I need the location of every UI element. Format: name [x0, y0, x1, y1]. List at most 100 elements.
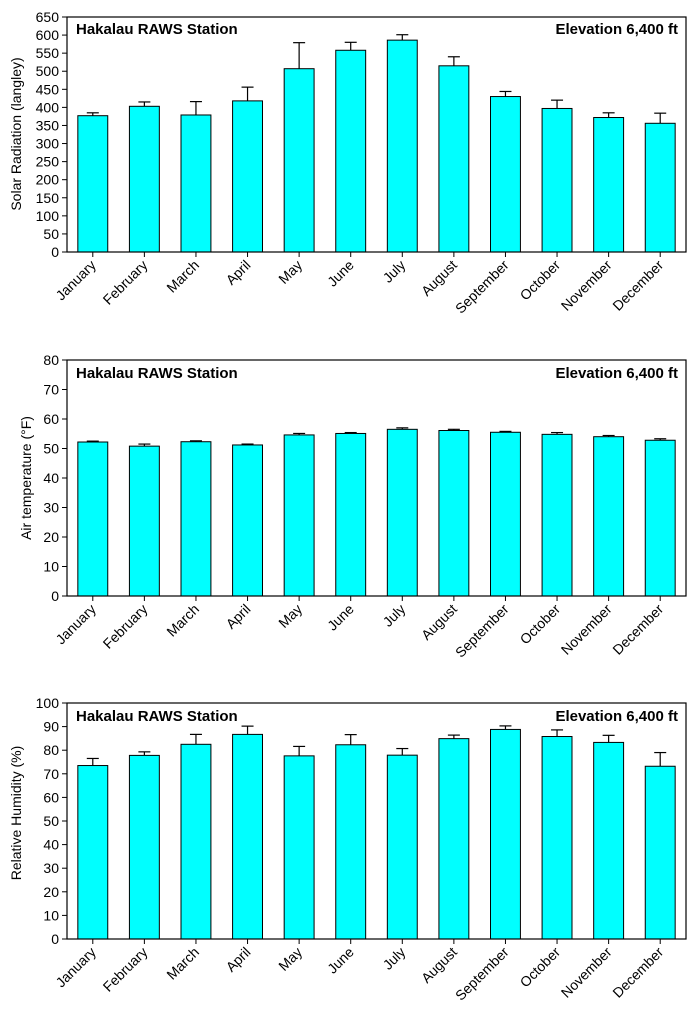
plot-frame — [66, 702, 687, 940]
x-tick-label: July — [379, 257, 408, 286]
x-tick-label: December — [609, 944, 666, 1001]
y-tick-label: 20 — [43, 529, 59, 545]
y-tick-label: 10 — [43, 907, 59, 923]
y-tick-label: 40 — [43, 470, 59, 486]
y-axis-label: Air temperature (°F) — [18, 416, 34, 540]
bar-february — [128, 754, 160, 940]
error-bar-may — [293, 432, 306, 435]
y-tick-label: 40 — [43, 837, 59, 853]
chart-title: Hakalau RAWS Station — [76, 21, 238, 38]
bar-december — [644, 765, 676, 940]
bar-july — [386, 754, 418, 940]
bar-may — [283, 68, 315, 253]
error-bar-july — [396, 747, 409, 756]
x-tick-label: March — [163, 257, 202, 296]
bar-march — [180, 441, 212, 597]
bar-september — [490, 431, 521, 597]
y-tick-label: 400 — [36, 99, 60, 115]
bar-march — [180, 114, 212, 253]
y-tick-label: 20 — [43, 884, 59, 900]
error-bar-january — [86, 757, 99, 766]
x-tick-label: April — [222, 257, 253, 288]
error-bar-december — [654, 112, 667, 124]
error-bar-april — [241, 443, 254, 445]
y-tick-label: 350 — [36, 117, 60, 133]
x-tick-label: October — [517, 601, 564, 648]
error-bar-november — [602, 734, 615, 743]
error-bar-may — [293, 42, 306, 69]
x-tick-label: February — [100, 601, 151, 652]
error-bar-april — [241, 725, 254, 735]
x-tick-label: November — [558, 257, 615, 314]
bar-august — [438, 430, 470, 597]
bar-march — [180, 743, 212, 940]
x-tick-label: July — [379, 601, 408, 630]
bar-august — [438, 65, 470, 253]
x-tick-label: September — [452, 601, 512, 661]
y-axis-label: Relative Humidity (%) — [8, 746, 24, 881]
bar-january — [77, 441, 109, 597]
bar-november — [593, 741, 625, 940]
bar-june — [335, 744, 367, 940]
bar-july — [386, 428, 418, 597]
x-tick-label: February — [100, 944, 151, 995]
error-bar-august — [447, 428, 460, 431]
plot-frame — [66, 16, 687, 253]
x-tick-label: August — [418, 257, 460, 299]
y-tick-label: 50 — [43, 813, 59, 829]
y-tick-label: 60 — [43, 789, 59, 805]
error-bar-june — [344, 431, 357, 434]
bar-september — [490, 96, 521, 253]
y-tick-label: 650 — [36, 9, 60, 25]
x-tick-label: April — [222, 944, 253, 975]
x-tick-label: December — [609, 601, 666, 658]
x-tick-label: December — [609, 257, 666, 314]
y-tick-label: 30 — [43, 500, 59, 516]
error-bar-august — [447, 734, 460, 739]
x-tick-label: January — [52, 944, 99, 991]
y-axis-label: Solar Radiation (langley) — [8, 57, 24, 210]
x-tick-label: January — [52, 601, 99, 648]
error-bar-march — [189, 440, 202, 442]
y-tick-label: 60 — [43, 411, 59, 427]
air-temperature-chart: Hakalau RAWS Station Elevation 6,400 ft … — [18, 352, 687, 661]
error-bar-july — [396, 34, 409, 41]
bar-june — [335, 432, 367, 597]
x-tick-label: November — [558, 601, 615, 658]
x-tick-label: March — [163, 944, 202, 983]
y-tick-label: 250 — [36, 154, 60, 170]
error-bar-october — [551, 99, 564, 109]
chart-subtitle: Elevation 6,400 ft — [555, 365, 678, 382]
error-bar-september — [499, 430, 512, 433]
bar-july — [386, 39, 418, 253]
bar-november — [593, 436, 625, 597]
bar-may — [283, 434, 315, 597]
y-tick-label: 80 — [43, 742, 59, 758]
relative-humidity-chart: Hakalau RAWS Station Elevation 6,400 ft … — [8, 695, 687, 1004]
y-tick-label: 0 — [51, 588, 59, 604]
error-bar-february — [138, 443, 151, 447]
bar-november — [593, 117, 625, 253]
y-tick-label: 70 — [43, 382, 59, 398]
error-bar-february — [138, 101, 151, 107]
chart-subtitle: Elevation 6,400 ft — [555, 21, 678, 38]
x-tick-label: March — [163, 601, 202, 640]
bar-october — [541, 107, 573, 253]
x-tick-label: September — [452, 944, 512, 1004]
x-tick-label: May — [275, 257, 305, 287]
x-tick-label: June — [324, 257, 357, 290]
error-bar-august — [447, 56, 460, 66]
bar-january — [77, 115, 109, 253]
error-bar-october — [551, 729, 564, 737]
error-bar-february — [138, 751, 151, 756]
x-tick-label: July — [379, 944, 408, 973]
y-tick-label: 450 — [36, 81, 60, 97]
bar-january — [77, 765, 109, 940]
bar-april — [232, 733, 264, 940]
y-tick-label: 70 — [43, 766, 59, 782]
x-tick-label: October — [517, 944, 564, 991]
bar-august — [438, 738, 470, 940]
bar-april — [232, 444, 264, 597]
x-tick-label: May — [275, 601, 305, 631]
y-tick-label: 90 — [43, 719, 59, 735]
